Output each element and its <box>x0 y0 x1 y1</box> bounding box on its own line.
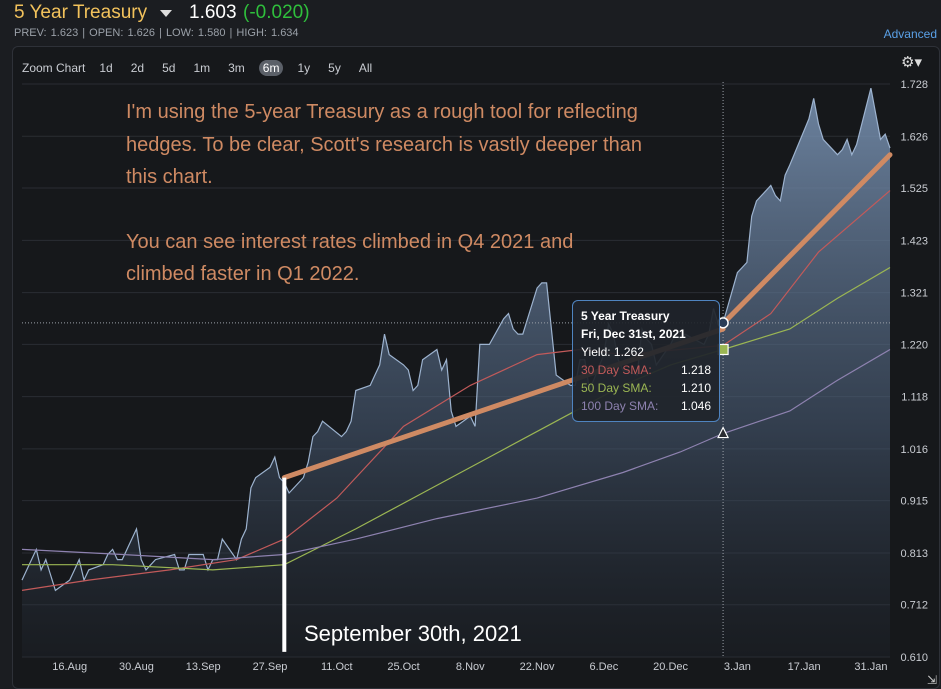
annotation-text: I'm using the 5-year Treasury as a rough… <box>126 96 646 291</box>
zoom-bar: Zoom Chart 1d 2d 5d 1m 3m 6m 1y 5y All <box>22 60 376 76</box>
tooltip-sma100-label: 100 Day SMA: <box>581 399 659 413</box>
quote-header: 5 Year Treasury 1.603 (-0.020) PREV: 1.6… <box>0 0 941 46</box>
zoom-option[interactable]: 1m <box>193 61 211 75</box>
zoom-option[interactable]: 5y <box>328 61 341 75</box>
tooltip-sma30-label: 30 Day SMA: <box>581 363 652 377</box>
tooltip-date: Fri, Dec 31st, 2021 <box>581 327 686 341</box>
chart-tooltip: 5 Year Treasury Fri, Dec 31st, 2021 Yiel… <box>572 300 720 422</box>
resize-handle-icon[interactable]: ⇲ <box>926 673 937 687</box>
symbol-title[interactable]: 5 Year Treasury <box>14 2 148 23</box>
tooltip-sma30-value: 1.218 <box>680 363 711 377</box>
last-price: 1.603 <box>189 2 237 23</box>
advanced-link[interactable]: Advanced <box>883 27 937 41</box>
zoom-label: Zoom Chart <box>22 61 86 75</box>
tooltip-sma100-row: 100 Day SMA: 1.046 <box>581 397 711 415</box>
gear-icon[interactable]: ⚙▾ <box>901 54 922 71</box>
zoom-option-active[interactable]: 6m <box>258 60 284 76</box>
tooltip-sma50-value: 1.210 <box>680 381 711 395</box>
zoom-option[interactable]: 1d <box>99 61 113 75</box>
tooltip-yield-value: 1.262 <box>613 345 644 359</box>
tooltip-title: 5 Year Treasury <box>581 309 670 323</box>
date-marker-label: September 30th, 2021 <box>304 621 522 646</box>
zoom-option[interactable]: All <box>358 61 373 75</box>
tooltip-sma100-value: 1.046 <box>680 399 711 413</box>
tooltip-yield-row: Yield: 1.262 <box>581 343 711 361</box>
zoom-option[interactable]: 5d <box>162 61 176 75</box>
price-change: (-0.020) <box>243 2 310 23</box>
annotation-paragraph-1: I'm using the 5-year Treasury as a rough… <box>126 101 642 188</box>
annotation-paragraph-2: You can see interest rates climbed in Q4… <box>126 230 574 286</box>
zoom-option[interactable]: 2d <box>130 61 145 75</box>
tooltip-sma50-row: 50 Day SMA: 1.210 <box>581 379 711 397</box>
zoom-option[interactable]: 3m <box>228 61 245 75</box>
quote-stats: PREV: 1.623 | OPEN: 1.626 | LOW: 1.580 |… <box>14 27 299 39</box>
tooltip-sma30-row: 30 Day SMA: 1.218 <box>581 361 711 379</box>
tooltip-sma50-label: 50 Day SMA: <box>581 381 652 395</box>
symbol-dropdown-icon[interactable] <box>160 10 172 17</box>
tooltip-yield-label: Yield: <box>581 345 611 359</box>
zoom-option[interactable]: 1y <box>297 61 311 75</box>
